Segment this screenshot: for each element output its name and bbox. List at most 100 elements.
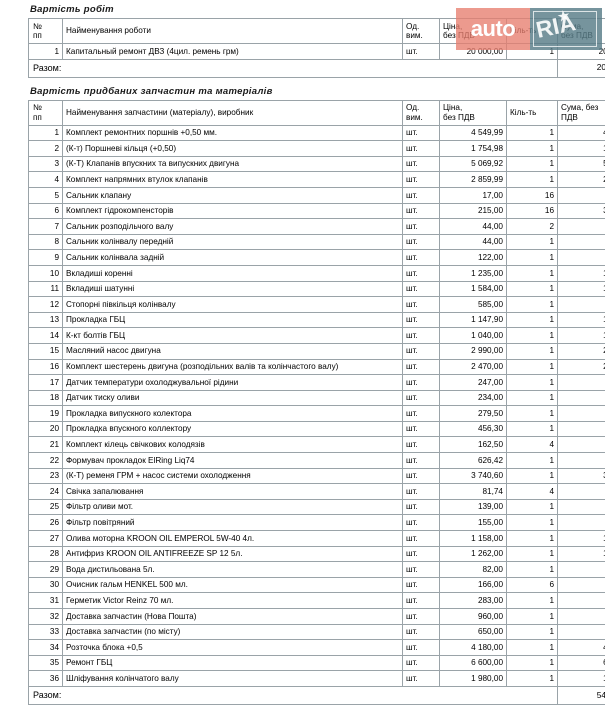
row-num: 4 bbox=[29, 172, 63, 188]
row-qty: 1 bbox=[507, 172, 558, 188]
works-header-row: № пп Найменування роботи Од. вим. Ціна, … bbox=[29, 19, 605, 44]
row-num: 15 bbox=[29, 343, 63, 359]
row-price: 283,00 bbox=[440, 593, 507, 609]
row-num: 12 bbox=[29, 297, 63, 313]
row-num: 28 bbox=[29, 546, 63, 562]
row-unit: шт. bbox=[403, 125, 440, 141]
row-qty: 1 bbox=[507, 281, 558, 297]
row-qty: 1 bbox=[507, 671, 558, 687]
row-unit: шт. bbox=[403, 562, 440, 578]
works-col-sum-line2: без ПДВ bbox=[561, 31, 605, 40]
row-num: 24 bbox=[29, 484, 63, 500]
row-name: Ремонт ГБЦ bbox=[63, 655, 403, 671]
row-name: Розточка блока +0,5 bbox=[63, 640, 403, 656]
row-unit: шт. bbox=[403, 655, 440, 671]
row-sum: 1 584,00 bbox=[558, 281, 605, 297]
row-price: 4 549,99 bbox=[440, 125, 507, 141]
works-total-value: 20 000,00 bbox=[558, 59, 605, 77]
row-price: 585,00 bbox=[440, 297, 507, 313]
row-name: (К-т) Поршневі кільця (+0,50) bbox=[63, 141, 403, 157]
row-sum: 88,00 bbox=[558, 219, 605, 235]
row-name: Комплект кілець свічкових колодязів bbox=[63, 437, 403, 453]
row-unit: шт. bbox=[403, 141, 440, 157]
table-row: 23(К-Т) ременя ГРМ + насос системи охоло… bbox=[29, 468, 605, 484]
works-section-title: Вартість робіт bbox=[30, 4, 599, 15]
works-table: № пп Найменування роботи Од. вим. Ціна, … bbox=[28, 18, 605, 78]
row-unit: шт. bbox=[403, 359, 440, 375]
row-unit: шт. bbox=[403, 531, 440, 547]
parts-col-num-line2: пп bbox=[33, 113, 59, 122]
row-name: Комплект ремонтних поршнів +0,50 мм. bbox=[63, 125, 403, 141]
row-price: 166,00 bbox=[440, 577, 507, 593]
row-num: 35 bbox=[29, 655, 63, 671]
works-col-unit-line1: Од. bbox=[406, 22, 436, 31]
row-unit: шт. bbox=[403, 172, 440, 188]
row-qty: 4 bbox=[507, 484, 558, 500]
row-price: 650,00 bbox=[440, 624, 507, 640]
row-unit: шт. bbox=[403, 203, 440, 219]
row-num: 18 bbox=[29, 390, 63, 406]
row-unit: шт. bbox=[403, 390, 440, 406]
row-qty: 1 bbox=[507, 359, 558, 375]
row-name: Доставка запчастин (Нова Пошта) bbox=[63, 609, 403, 625]
row-num: 2 bbox=[29, 141, 63, 157]
row-price: 44,00 bbox=[440, 219, 507, 235]
parts-col-num: № пп bbox=[29, 100, 63, 125]
row-name: Сальник колінвала задній bbox=[63, 250, 403, 266]
row-name: Капитальный ремонт ДВЗ (4цил. ремень грм… bbox=[63, 44, 403, 60]
row-name: Герметик Victor Reinz 70 мл. bbox=[63, 593, 403, 609]
row-num: 31 bbox=[29, 593, 63, 609]
row-unit: шт. bbox=[403, 609, 440, 625]
row-price: 279,50 bbox=[440, 406, 507, 422]
row-qty: 4 bbox=[507, 437, 558, 453]
row-sum: 82,00 bbox=[558, 562, 605, 578]
row-num: 11 bbox=[29, 281, 63, 297]
row-price: 1 980,00 bbox=[440, 671, 507, 687]
row-unit: шт. bbox=[403, 156, 440, 172]
row-qty: 1 bbox=[507, 515, 558, 531]
row-unit: шт. bbox=[403, 484, 440, 500]
row-name: Антифриз KROON OIL ANTIFREEZE SP 12 5л. bbox=[63, 546, 403, 562]
row-price: 162,50 bbox=[440, 437, 507, 453]
row-unit: шт. bbox=[403, 499, 440, 515]
row-sum: 139,00 bbox=[558, 499, 605, 515]
row-name: Олива моторна KROON OIL EMPEROL 5W-40 4л… bbox=[63, 531, 403, 547]
row-unit: шт. bbox=[403, 577, 440, 593]
row-qty: 1 bbox=[507, 468, 558, 484]
row-qty: 1 bbox=[507, 499, 558, 515]
parts-col-num-line1: № bbox=[33, 103, 59, 112]
row-sum: 1 754,98 bbox=[558, 141, 605, 157]
row-sum: 626,42 bbox=[558, 453, 605, 469]
row-num: 30 bbox=[29, 577, 63, 593]
parts-col-price-line2: без ПДВ bbox=[443, 113, 503, 122]
parts-section-title: Вартість придбаних запчастин та матеріал… bbox=[30, 86, 599, 97]
row-name: Свічка запалювання bbox=[63, 484, 403, 500]
row-name: Фільтр повітряний bbox=[63, 515, 403, 531]
row-num: 7 bbox=[29, 219, 63, 235]
works-col-sum-line1: Сума, bbox=[561, 22, 605, 31]
row-sum: 279,50 bbox=[558, 406, 605, 422]
row-num: 3 bbox=[29, 156, 63, 172]
row-sum: 122,00 bbox=[558, 250, 605, 266]
row-unit: шт. bbox=[403, 375, 440, 391]
row-sum: 996,00 bbox=[558, 577, 605, 593]
row-num: 26 bbox=[29, 515, 63, 531]
row-unit: шт. bbox=[403, 250, 440, 266]
row-qty: 1 bbox=[507, 593, 558, 609]
row-sum: 2 990,00 bbox=[558, 343, 605, 359]
row-price: 2 859,99 bbox=[440, 172, 507, 188]
row-qty: 1 bbox=[507, 609, 558, 625]
row-price: 247,00 bbox=[440, 375, 507, 391]
row-sum: 247,00 bbox=[558, 375, 605, 391]
